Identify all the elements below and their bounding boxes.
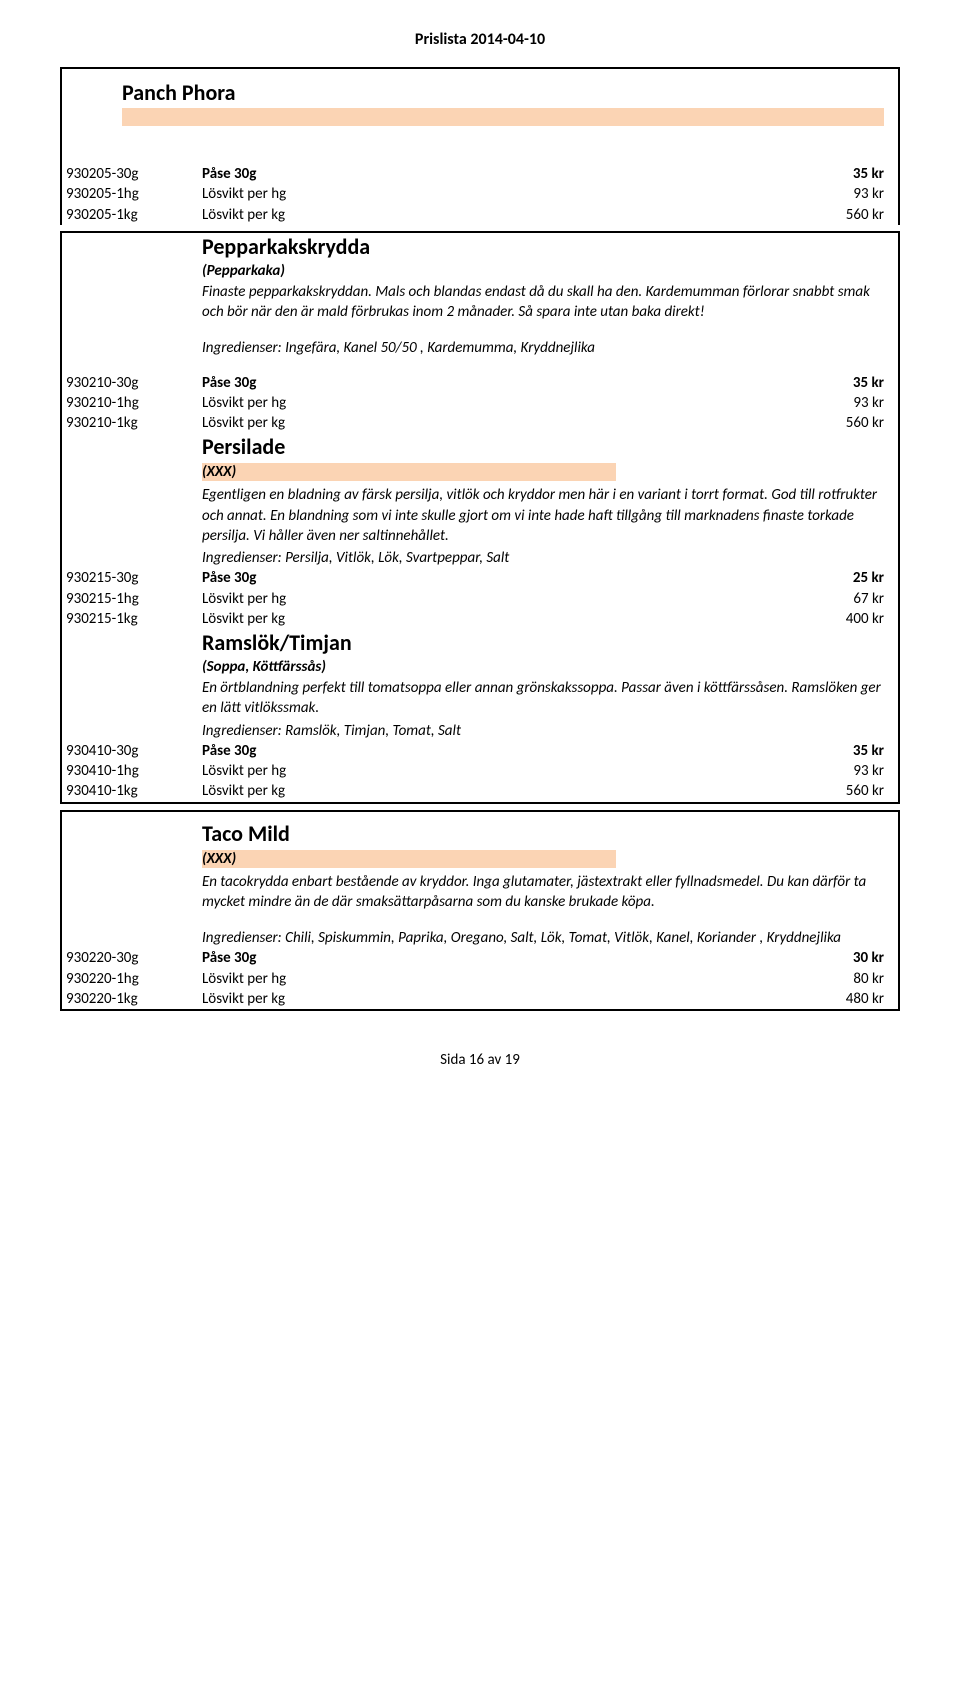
ingredients-label: Ingredienser: bbox=[202, 549, 282, 567]
product-title: Persilade bbox=[202, 433, 884, 460]
price-row: 930220-1kg Lösvikt per kg 480 kr bbox=[62, 989, 898, 1009]
page-footer: Sida 16 av 19 bbox=[60, 1051, 900, 1069]
page-header: Prislista 2014-04-10 bbox=[60, 30, 900, 49]
ingredients-label: Ingredienser: bbox=[202, 339, 282, 357]
section-panch-phora: Panch Phora 930205-30g Påse 30g 35 kr 93… bbox=[60, 67, 900, 225]
price-row: 930205-30g Påse 30g 35 kr bbox=[62, 164, 898, 184]
highlight-bar bbox=[122, 108, 884, 126]
product-ingredients: Ingredienser: Ramslök, Timjan, Tomat, Sa… bbox=[202, 721, 884, 741]
product-price: 35 kr bbox=[794, 164, 884, 184]
product-code: 930220-1hg bbox=[62, 969, 202, 989]
product-subtitle-highlight: (XXX) bbox=[202, 850, 616, 868]
product-label: Lösvikt per kg bbox=[202, 205, 794, 225]
price-row: 930215-30g Påse 30g 25 kr bbox=[62, 568, 898, 588]
product-label: Lösvikt per kg bbox=[202, 989, 794, 1009]
product-label: Lösvikt per hg bbox=[202, 184, 794, 204]
price-row: 930220-1hg Lösvikt per hg 80 kr bbox=[62, 969, 898, 989]
product-description: Egentligen en bladning av färsk persilja… bbox=[202, 485, 884, 546]
price-row: 930205-1kg Lösvikt per kg 560 kr bbox=[62, 205, 898, 225]
product-label: Lösvikt per hg bbox=[202, 969, 794, 989]
product-price: 67 kr bbox=[794, 589, 884, 609]
product-label: Påse 30g bbox=[202, 741, 794, 761]
product-code: 930215-30g bbox=[62, 568, 202, 588]
ingredients-text: Ramslök, Timjan, Tomat, Salt bbox=[285, 722, 461, 740]
product-label: Lösvikt per hg bbox=[202, 393, 794, 413]
product-price: 560 kr bbox=[794, 413, 884, 433]
price-row: 930205-1hg Lösvikt per hg 93 kr bbox=[62, 184, 898, 204]
product-code: 930410-1kg bbox=[62, 781, 202, 801]
price-row: 930215-1hg Lösvikt per hg 67 kr bbox=[62, 589, 898, 609]
product-label: Påse 30g bbox=[202, 164, 794, 184]
price-row: 930210-30g Påse 30g 35 kr bbox=[62, 373, 898, 393]
product-code: 930205-1kg bbox=[62, 205, 202, 225]
product-code: 930205-30g bbox=[62, 164, 202, 184]
product-ingredients: Ingredienser: Ingefära, Kanel 50/50 , Ka… bbox=[202, 338, 884, 358]
product-code: 930220-1kg bbox=[62, 989, 202, 1009]
product-code: 930410-1hg bbox=[62, 761, 202, 781]
product-code: 930210-1hg bbox=[62, 393, 202, 413]
product-title: Ramslök/Timjan bbox=[202, 629, 884, 656]
price-row: 930410-1hg Lösvikt per hg 93 kr bbox=[62, 761, 898, 781]
product-price: 400 kr bbox=[794, 609, 884, 629]
price-row: 930215-1kg Lösvikt per kg 400 kr bbox=[62, 609, 898, 629]
product-price: 35 kr bbox=[794, 741, 884, 761]
product-title: Pepparkakskrydda bbox=[202, 233, 884, 260]
product-label: Lösvikt per kg bbox=[202, 413, 794, 433]
product-code: 930205-1hg bbox=[62, 184, 202, 204]
product-code: 930215-1hg bbox=[62, 589, 202, 609]
product-label: Lösvikt per hg bbox=[202, 589, 794, 609]
product-label: Påse 30g bbox=[202, 568, 794, 588]
product-price: 93 kr bbox=[794, 393, 884, 413]
product-title: Taco Mild bbox=[202, 820, 884, 847]
product-label: Påse 30g bbox=[202, 373, 794, 393]
product-ingredients: Ingredienser: Persilja, Vitlök, Lök, Sva… bbox=[202, 548, 884, 568]
product-price: 30 kr bbox=[794, 948, 884, 968]
product-price: 25 kr bbox=[794, 568, 884, 588]
product-title: Panch Phora bbox=[122, 79, 884, 106]
product-description: En örtblandning perfekt till tomatsoppa … bbox=[202, 678, 884, 719]
section-taco-mild: Taco Mild (XXX) En tacokrydda enbart bes… bbox=[60, 810, 900, 1012]
product-code: 930215-1kg bbox=[62, 609, 202, 629]
product-label: Påse 30g bbox=[202, 948, 794, 968]
product-code: 930210-30g bbox=[62, 373, 202, 393]
product-subtitle: (Soppa, Köttfärssås) bbox=[202, 658, 884, 676]
product-price: 560 kr bbox=[794, 205, 884, 225]
ingredients-label: Ingredienser: bbox=[202, 722, 282, 740]
product-label: Lösvikt per kg bbox=[202, 609, 794, 629]
ingredients-text: Persilja, Vitlök, Lök, Svartpeppar, Salt bbox=[285, 549, 509, 567]
product-label: Lösvikt per kg bbox=[202, 781, 794, 801]
ingredients-text: Ingefära, Kanel 50/50 , Kardemumma, Kryd… bbox=[285, 339, 595, 357]
price-row: 930410-30g Påse 30g 35 kr bbox=[62, 741, 898, 761]
product-price: 93 kr bbox=[794, 184, 884, 204]
ingredients-text: Chili, Spiskummin, Paprika, Oregano, Sal… bbox=[285, 929, 841, 947]
product-code: 930410-30g bbox=[62, 741, 202, 761]
product-description: Finaste pepparkakskryddan. Mals och blan… bbox=[202, 282, 884, 323]
product-label: Lösvikt per hg bbox=[202, 761, 794, 781]
price-row: 930410-1kg Lösvikt per kg 560 kr bbox=[62, 781, 898, 801]
product-price: 35 kr bbox=[794, 373, 884, 393]
product-subtitle: (Pepparkaka) bbox=[202, 262, 884, 280]
product-price: 560 kr bbox=[794, 781, 884, 801]
ingredients-label: Ingredienser: bbox=[202, 929, 282, 947]
product-price: 480 kr bbox=[794, 989, 884, 1009]
product-code: 930220-30g bbox=[62, 948, 202, 968]
product-ingredients: Ingredienser: Chili, Spiskummin, Paprika… bbox=[202, 928, 884, 948]
price-row: 930220-30g Påse 30g 30 kr bbox=[62, 948, 898, 968]
product-subtitle-highlight: (XXX) bbox=[202, 463, 616, 481]
product-description: En tacokrydda enbart bestående av kryddo… bbox=[202, 872, 884, 913]
product-price: 80 kr bbox=[794, 969, 884, 989]
product-code: 930210-1kg bbox=[62, 413, 202, 433]
price-row: 930210-1hg Lösvikt per hg 93 kr bbox=[62, 393, 898, 413]
product-price: 93 kr bbox=[794, 761, 884, 781]
price-row: 930210-1kg Lösvikt per kg 560 kr bbox=[62, 413, 898, 433]
section-combined: Pepparkakskrydda (Pepparkaka) Finaste pe… bbox=[60, 231, 900, 804]
